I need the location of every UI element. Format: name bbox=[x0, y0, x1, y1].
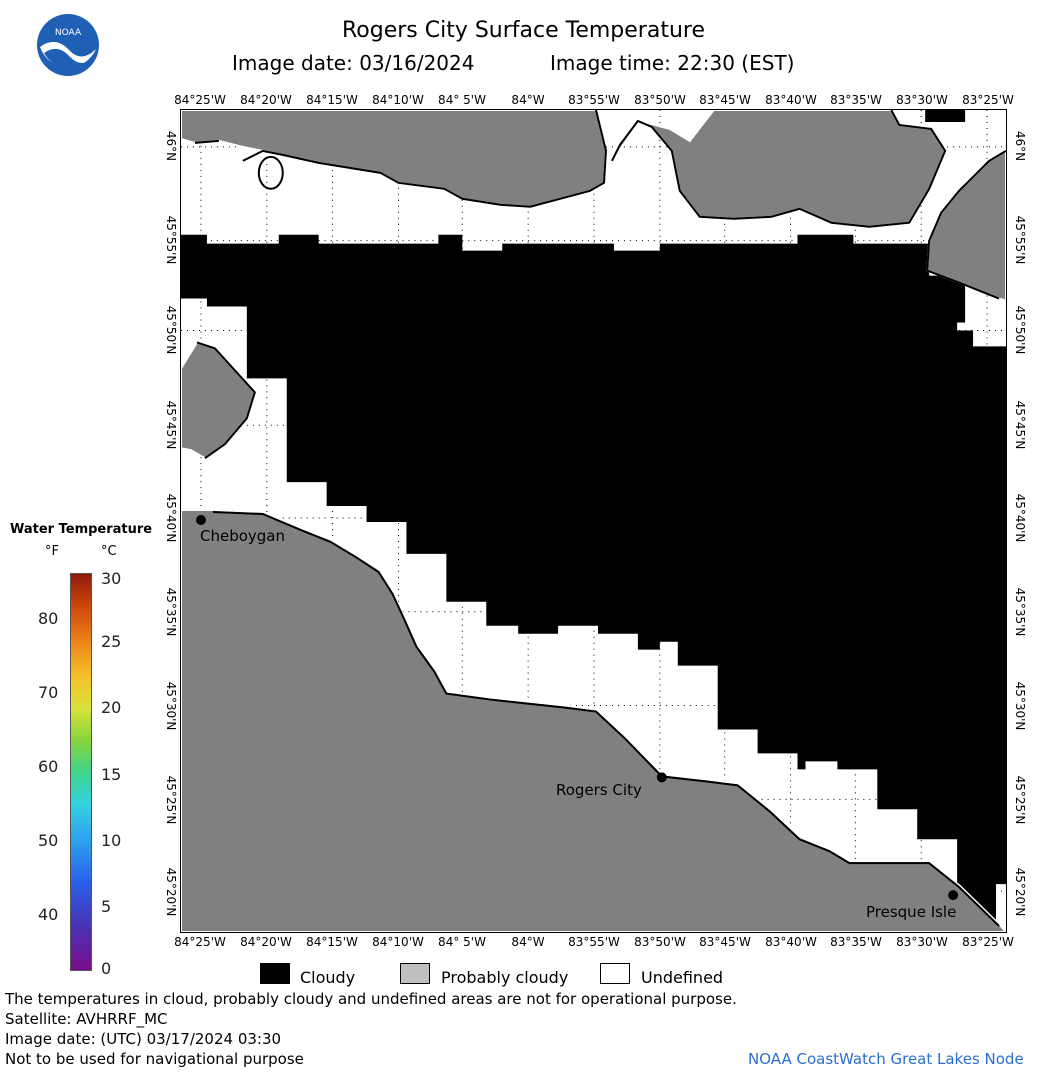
lat-tick: 45°40'N bbox=[164, 493, 178, 543]
image-date: Image date: 03/16/2024 bbox=[232, 51, 475, 75]
lon-tick: 84°20'W bbox=[240, 93, 292, 107]
lon-tick: 84°25'W bbox=[174, 935, 226, 949]
colorbar-c-label: 25 bbox=[101, 632, 122, 651]
lon-tick: 83°45'W bbox=[699, 935, 751, 949]
lon-tick: 83°50'W bbox=[634, 93, 686, 107]
legend-probably-cloudy-swatch bbox=[400, 963, 430, 984]
lat-tick: 45°45'N bbox=[1013, 400, 1027, 450]
colorbar-c-label: 5 bbox=[101, 897, 112, 916]
colorbar-f-label: 40 bbox=[38, 905, 59, 924]
lon-tick: 83°30'W bbox=[896, 935, 948, 949]
svg-text:NOAA: NOAA bbox=[55, 28, 82, 38]
colorbar bbox=[70, 573, 92, 971]
page-title: Rogers City Surface Temperature bbox=[341, 18, 706, 43]
lon-tick: 83°40'W bbox=[765, 935, 817, 949]
legend-undefined-swatch bbox=[600, 963, 630, 984]
presque-isle-marker bbox=[948, 890, 959, 901]
colorbar-title: Water Temperature bbox=[10, 522, 153, 537]
lat-tick: 46°N bbox=[164, 130, 178, 162]
lon-tick: 84°W bbox=[511, 93, 545, 107]
colorbar-c-label: 20 bbox=[101, 698, 122, 717]
colorbar-c-label: 30 bbox=[101, 569, 122, 588]
lon-tick: 84°10'W bbox=[372, 93, 424, 107]
lon-tick: 83°55'W bbox=[568, 935, 620, 949]
city-label-presque-isle: Presque Isle bbox=[866, 903, 957, 921]
cloud-mask bbox=[181, 234, 1006, 925]
lon-tick: 83°35'W bbox=[830, 93, 882, 107]
colorbar-c-label: 0 bbox=[101, 959, 112, 978]
colorbar-f-label: 50 bbox=[38, 831, 59, 850]
lat-tick: 45°45'N bbox=[164, 400, 178, 450]
lat-tick: 45°55'N bbox=[164, 215, 178, 265]
lat-tick: 46°N bbox=[1013, 130, 1027, 162]
city-label-rogers-city: Rogers City bbox=[556, 781, 642, 799]
lon-tick: 83°30'W bbox=[896, 93, 948, 107]
lat-tick: 45°50'N bbox=[1013, 305, 1027, 355]
lat-tick: 45°20'N bbox=[164, 867, 178, 917]
disclaimer-text: The temperatures in cloud, probably clou… bbox=[5, 990, 737, 1008]
legend-cloudy-swatch bbox=[260, 963, 290, 984]
land-south-shore bbox=[181, 509, 1006, 932]
colorbar-f-label: 60 bbox=[38, 757, 59, 776]
lat-tick: 45°25'N bbox=[1013, 775, 1027, 825]
lat-tick: 45°30'N bbox=[1013, 681, 1027, 731]
city-label-cheboygan: Cheboygan bbox=[200, 527, 286, 545]
nav-note-text: Not to be used for navigational purpose bbox=[5, 1050, 304, 1068]
noaa-logo: NOAA bbox=[37, 14, 99, 76]
cheboygan-marker bbox=[195, 515, 206, 525]
rogers-city-marker bbox=[656, 772, 667, 783]
lat-tick: 45°55'N bbox=[1013, 215, 1027, 265]
credit-text: NOAA CoastWatch Great Lakes Node bbox=[748, 1050, 1024, 1068]
utc-date-text: Image date: (UTC) 03/17/2024 03:30 bbox=[5, 1030, 282, 1048]
map-canvas bbox=[180, 109, 1007, 933]
lon-tick: 83°40'W bbox=[765, 93, 817, 107]
legend-undefined-label: Undefined bbox=[641, 968, 724, 987]
lon-tick: 83°50'W bbox=[634, 935, 686, 949]
lat-tick: 45°30'N bbox=[164, 681, 178, 731]
legend-probably-cloudy-label: Probably cloudy bbox=[441, 968, 569, 987]
lat-tick: 45°25'N bbox=[164, 775, 178, 825]
colorbar-unit-f: °F bbox=[45, 544, 59, 559]
legend-cloudy-label: Cloudy bbox=[300, 968, 356, 987]
satellite-text: Satellite: AVHRRF_MC bbox=[5, 1010, 168, 1028]
lon-tick: 83°45'W bbox=[699, 93, 751, 107]
lat-tick: 45°35'N bbox=[164, 587, 178, 637]
lon-tick: 84°15'W bbox=[306, 93, 358, 107]
cloud-patch-north bbox=[925, 110, 966, 122]
land bbox=[181, 110, 1006, 932]
lat-tick: 45°50'N bbox=[164, 305, 178, 355]
lon-tick: 84°25'W bbox=[174, 93, 226, 107]
lat-tick: 45°35'N bbox=[1013, 587, 1027, 637]
lon-tick: 83°55'W bbox=[568, 93, 620, 107]
lon-tick: 84°15'W bbox=[306, 935, 358, 949]
lon-tick: 84°W bbox=[511, 935, 545, 949]
image-time: Image time: 22:30 (EST) bbox=[550, 51, 795, 75]
lon-tick: 83°25'W bbox=[962, 935, 1014, 949]
lon-tick: 83°35'W bbox=[830, 935, 882, 949]
colorbar-unit-c: °C bbox=[101, 544, 117, 559]
lon-tick: 84° 5'W bbox=[438, 93, 486, 107]
lat-tick: 45°40'N bbox=[1013, 493, 1027, 543]
colorbar-f-label: 70 bbox=[38, 683, 59, 702]
colorbar-c-label: 15 bbox=[101, 765, 122, 784]
lon-tick: 84° 5'W bbox=[438, 935, 486, 949]
lat-tick: 45°20'N bbox=[1013, 867, 1027, 917]
lon-tick: 83°25'W bbox=[962, 93, 1014, 107]
lon-tick: 84°10'W bbox=[372, 935, 424, 949]
colorbar-c-label: 10 bbox=[101, 831, 122, 850]
colorbar-f-label: 80 bbox=[38, 609, 59, 628]
coastline bbox=[194, 110, 1006, 927]
lon-tick: 84°20'W bbox=[240, 935, 292, 949]
